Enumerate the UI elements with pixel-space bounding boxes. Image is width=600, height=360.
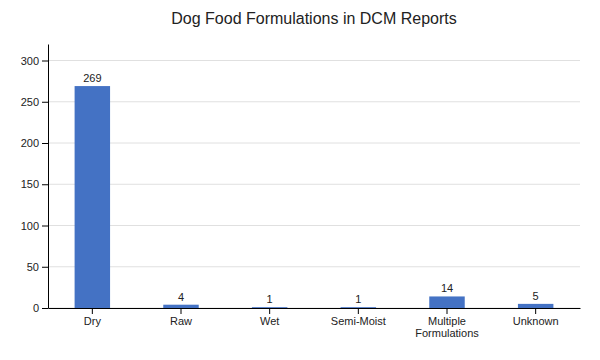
x-tick-label-line: Wet [260, 315, 279, 327]
x-tick-label-line: Formulations [415, 327, 479, 339]
x-tick-mark [92, 308, 93, 314]
y-tick-mark [42, 184, 48, 185]
bar [518, 304, 553, 308]
x-axis-line [49, 308, 581, 309]
data-label: 1 [355, 293, 361, 305]
x-tick-label-line: Raw [170, 315, 192, 327]
y-tick-label: 300 [21, 55, 39, 67]
x-tick-mark [181, 308, 182, 314]
y-tick-mark [42, 61, 48, 62]
data-label: 1 [267, 293, 273, 305]
bar [341, 307, 376, 308]
y-tick-mark [42, 308, 48, 309]
chart-container: Dog Food Formulations in DCM Reports 269 4… [0, 0, 600, 360]
y-tick: 200 [21, 137, 48, 149]
bar [429, 296, 464, 308]
y-tick: 150 [21, 178, 48, 190]
y-tick-mark [42, 102, 48, 103]
data-label: 14 [441, 282, 453, 294]
x-tick-label: Unknown [513, 315, 559, 327]
y-tick-label: 150 [21, 178, 39, 190]
y-axis-line [48, 45, 49, 309]
x-tick-label-line: Semi-Moist [331, 315, 386, 327]
x-tick: Wet [260, 308, 279, 327]
y-tick-label: 250 [21, 96, 39, 108]
y-tick-label: 100 [21, 220, 39, 232]
x-tick-label: MultipleFormulations [415, 315, 479, 340]
x-tick-label-line: Unknown [513, 315, 559, 327]
x-tick: Unknown [513, 308, 559, 327]
data-label: 5 [533, 290, 539, 302]
bar [163, 305, 198, 308]
y-tick-label: 50 [27, 261, 39, 273]
grid-line [48, 184, 580, 185]
x-tick-label-line: Dry [84, 315, 102, 327]
grid-line [48, 225, 580, 226]
y-tick: 250 [21, 96, 48, 108]
data-label: 269 [83, 72, 101, 84]
x-tick-mark [269, 308, 270, 314]
x-tick-mark [447, 308, 448, 314]
y-tick-mark [42, 226, 48, 227]
y-tick: 50 [27, 261, 48, 273]
x-tick: Raw [170, 308, 192, 327]
bars [75, 86, 554, 308]
grid-line [48, 308, 580, 309]
x-tick: Dry [84, 308, 102, 327]
grid-line [48, 143, 580, 144]
y-tick-label: 200 [21, 137, 39, 149]
x-tick-label: Semi-Moist [331, 315, 386, 327]
x-tick: Semi-Moist [331, 308, 386, 327]
x-tick-mark [535, 308, 536, 314]
grid-line [48, 60, 580, 61]
y-tick-label: 0 [33, 302, 39, 314]
x-tick: MultipleFormulations [415, 308, 479, 339]
x-tick-label-line: Multiple [428, 315, 466, 327]
y-tick: 0 [33, 302, 48, 314]
y-tick: 100 [21, 220, 48, 232]
x-tick-mark [358, 308, 359, 314]
grid [48, 61, 580, 309]
data-labels: 269 4 1 1 14 5 [83, 72, 539, 305]
grid-line [48, 101, 580, 102]
grid-line [48, 266, 580, 267]
title: Dog Food Formulations in DCM Reports [171, 10, 456, 27]
y-tick: 300 [21, 55, 48, 67]
x-tick-label: Dry [84, 315, 102, 327]
bar [252, 307, 287, 308]
x-tick-label: Raw [170, 315, 192, 327]
x-axis: Dry Raw Wet Semi-Moist MultipleFormulations U… [49, 308, 581, 339]
bar [75, 86, 110, 308]
y-tick-mark [42, 143, 48, 144]
x-tick-label: Wet [260, 315, 279, 327]
data-label: 4 [178, 291, 184, 303]
chart: Dog Food Formulations in DCM Reports 269 4… [0, 0, 600, 360]
y-axis: 0 50 100 150 200 250 300 [21, 45, 49, 315]
y-tick-mark [42, 267, 48, 268]
